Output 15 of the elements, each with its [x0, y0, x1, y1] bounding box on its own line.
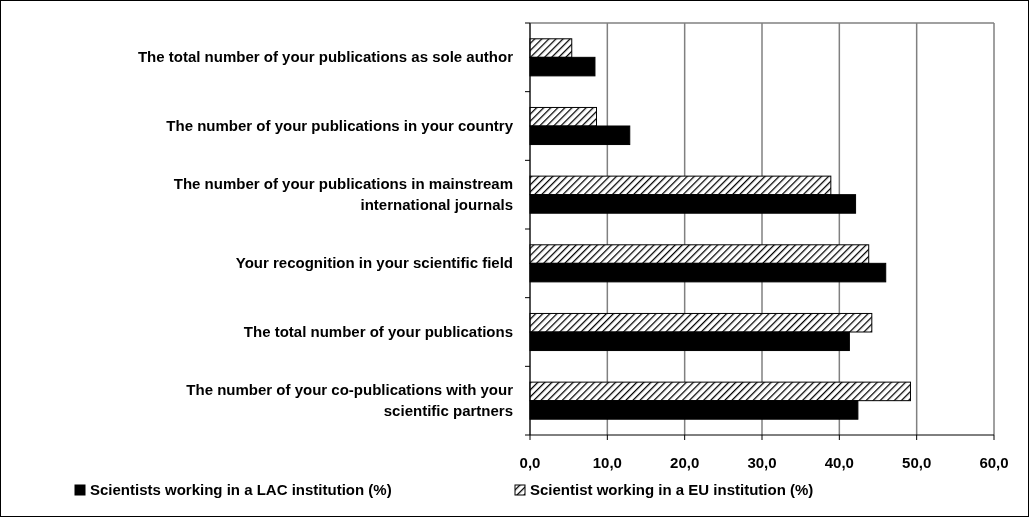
x-tick-label: 0,0	[519, 454, 541, 471]
y-tick-label: The total number of your publications as sole author	[137, 48, 514, 66]
y-tick-label: The number of your co-publications with your scientific partners	[186, 381, 514, 420]
y-tick-label: The total number of your publications	[243, 323, 513, 340]
x-tick-label: 30,0	[747, 454, 777, 471]
y-tick-label: The number of your publications in your country	[166, 117, 514, 134]
x-tick-label: 20,0	[670, 454, 700, 471]
y-tick-label: Your recognition in your scientific field	[235, 254, 513, 272]
legend-label: Scientists working in a LAC institution (%)	[90, 481, 392, 498]
x-tick-label: 10,0	[592, 454, 622, 471]
y-tick-label: The number of your publications in mainstream international journals	[173, 175, 513, 214]
x-tick-label: 40,0	[824, 454, 854, 471]
legend-label: Scientist working in a EU institution (%)	[530, 481, 814, 498]
x-tick-label: 60,0	[979, 454, 1009, 471]
x-tick-label: 50,0	[902, 454, 932, 471]
